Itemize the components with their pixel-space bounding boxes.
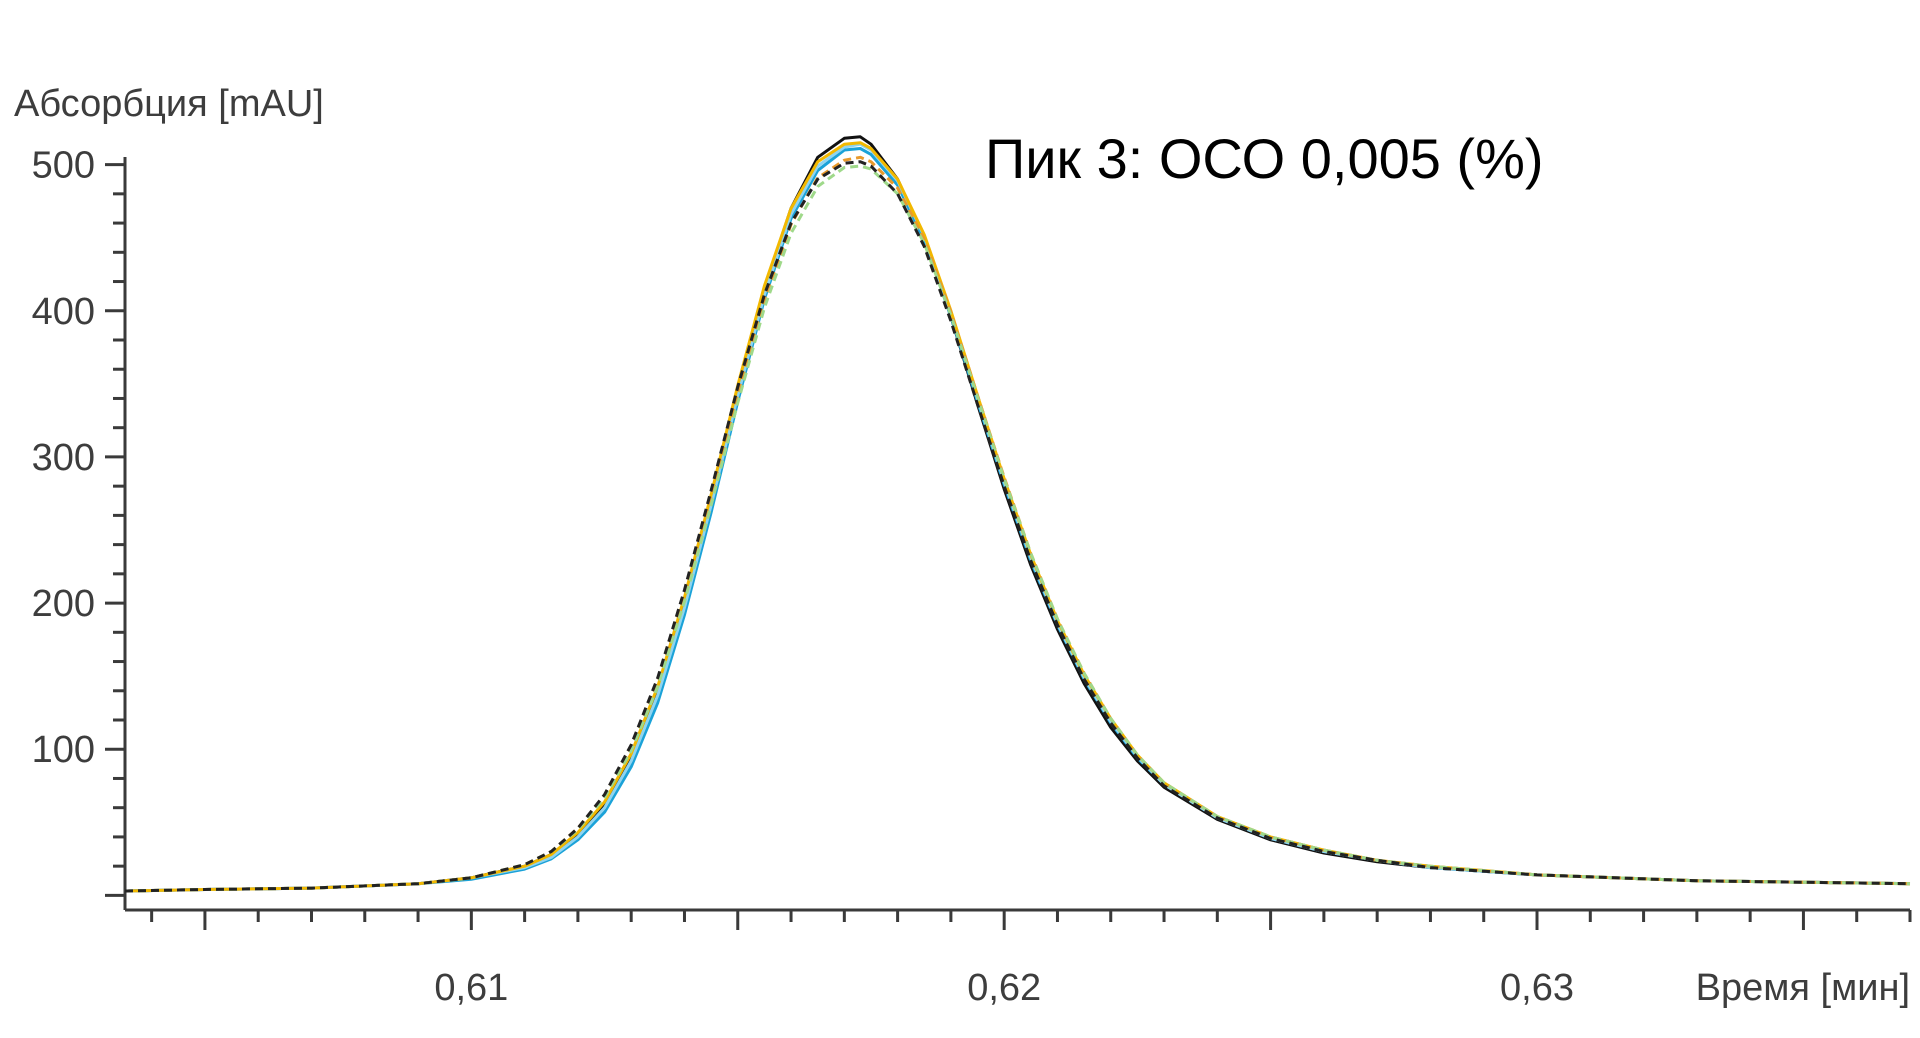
y-axis-label: Абсорбция [mAU]: [14, 83, 324, 125]
y-tick-label: 200: [32, 583, 95, 625]
x-tick-label: 0,62: [967, 967, 1041, 1009]
y-tick-label: 100: [32, 729, 95, 771]
axes: [123, 157, 1910, 912]
x-ticks: 0,61 0,62 0,63: [150, 910, 1912, 1009]
x-tick-label: 0,61: [434, 967, 508, 1009]
y-tick-label: 300: [32, 437, 95, 479]
x-axis-label: Время [мин]: [1696, 967, 1910, 1009]
x-tick-label: 0,63: [1500, 967, 1574, 1009]
peak-annotation: Пик 3: ОСО 0,005 (%): [985, 127, 1544, 190]
y-ticks: 100 200 300 400 500: [32, 145, 125, 897]
y-tick-label: 500: [32, 145, 95, 187]
y-tick-label: 400: [32, 291, 95, 333]
plot-lines: [124, 135, 1911, 893]
series-line-7: [124, 160, 1911, 893]
